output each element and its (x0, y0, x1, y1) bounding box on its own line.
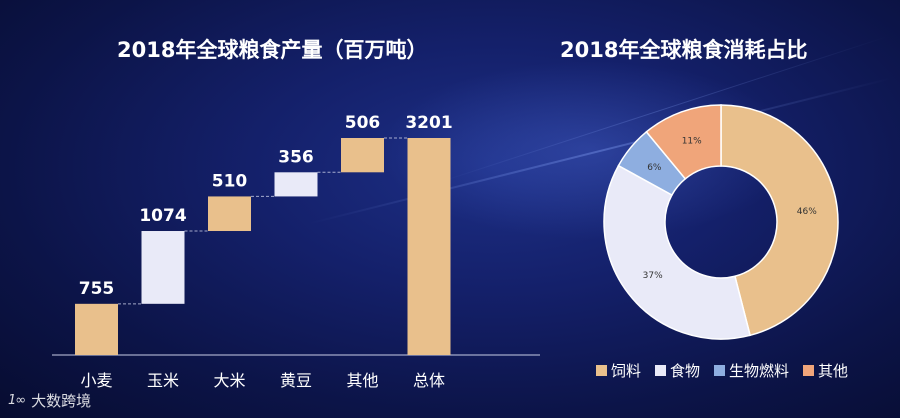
waterfall-bar (75, 303, 118, 355)
donut-legend: 饲料 食物 生物燃料 其他 (596, 360, 848, 381)
category-tick-label: 小麦 (80, 371, 112, 390)
legend-swatch (714, 365, 726, 376)
legend-item: 生物燃料 (714, 360, 789, 381)
slice-value-label: 46% (797, 207, 817, 217)
bar-value-label: 356 (278, 147, 314, 167)
watermark: 1∞ 大数跨境 (8, 390, 91, 411)
legend-swatch (596, 365, 607, 376)
waterfall-bar (208, 196, 251, 232)
legend-item: 其他 (803, 360, 848, 381)
legend-label: 食物 (670, 362, 701, 380)
bar-value-label: 510 (212, 171, 248, 191)
watermark-text: 大数跨境 (31, 392, 92, 410)
slice-value-label: 11% (682, 137, 702, 147)
waterfall-bar (407, 138, 451, 355)
legend-label: 其他 (818, 362, 849, 380)
legend-swatch (803, 365, 815, 376)
slice-value-label: 37% (643, 271, 663, 281)
category-tick-label: 总体 (413, 371, 445, 390)
legend-label: 饲料 (611, 362, 642, 380)
watermark-logo: 1∞ (8, 393, 26, 408)
legend-item: 饲料 (596, 360, 641, 381)
waterfall-bar (341, 138, 384, 173)
donut-slice (603, 164, 752, 340)
waterfall-bar (274, 172, 318, 197)
donut-chart-title: 2018年全球粮食消耗占比 (560, 38, 808, 62)
bar-value-label: 1074 (139, 206, 186, 226)
legend-label: 生物燃料 (729, 362, 790, 380)
legend-item: 食物 (655, 360, 700, 381)
category-tick-label: 玉米 (147, 371, 179, 390)
donut-slice (720, 104, 839, 337)
bar-value-label: 3201 (405, 113, 452, 133)
waterfall-chart-title: 2018年全球粮食产量（百万吨） (117, 38, 428, 62)
category-tick-label: 大米 (213, 371, 245, 390)
category-tick-label: 其他 (346, 371, 378, 390)
waterfall-bar (141, 231, 185, 304)
bar-value-label: 755 (79, 279, 115, 299)
slice-value-label: 6% (647, 163, 662, 173)
bar-value-label: 506 (345, 113, 381, 133)
category-tick-label: 黄豆 (280, 371, 312, 390)
legend-swatch (655, 365, 667, 376)
donut-slice (645, 104, 722, 180)
